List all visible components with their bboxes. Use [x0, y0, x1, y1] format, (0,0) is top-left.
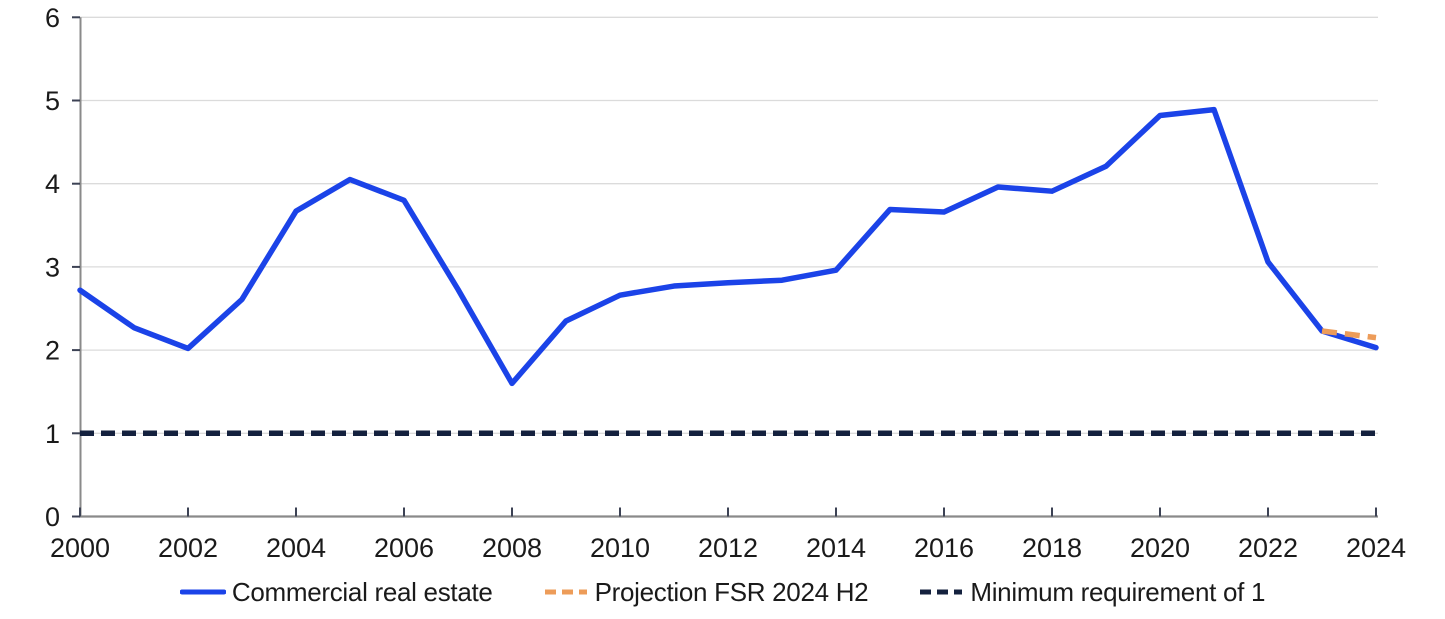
legend-item-minimum-requirement-of-1: Minimum requirement of 1	[918, 577, 1265, 608]
legend-swatch-minimum-requirement-of-1	[920, 589, 963, 595]
x-axis-tick-label: 2006	[374, 533, 434, 563]
x-axis-tick-label: 2014	[806, 533, 866, 563]
commercial-real-estate-line	[77, 106, 1379, 387]
legend-label: Minimum requirement of 1	[970, 576, 1266, 607]
x-axis-tick-label: 2016	[914, 533, 974, 563]
axis-labels: 0 1 2 3 4 5 6 2000 2002 2004 2006 2008 2010 2012 2014 2…	[45, 3, 1406, 563]
x-axis-tick-label: 2012	[698, 533, 758, 563]
projection-fsr-2024-h2-line	[1321, 328, 1377, 341]
y-axis-tick-label: 4	[45, 169, 60, 199]
y-axis-tick-label: 1	[45, 419, 60, 449]
x-axis-tick-label: 2004	[266, 533, 326, 563]
x-axis-tick-label: 2008	[482, 533, 542, 563]
x-axis-tick-label: 2024	[1346, 533, 1406, 563]
x-axis-tick-label: 2022	[1238, 533, 1298, 563]
x-axis-tick-label: 2020	[1130, 533, 1190, 563]
legend-label: Commercial real estate	[231, 576, 493, 607]
x-axis-tick-label: 2010	[590, 533, 650, 563]
y-axis-tick-label: 0	[45, 502, 60, 532]
legend-item-projection-fsr-2024-h2: Projection FSR 2024 H2	[543, 577, 869, 608]
y-axis-tick-label: 5	[45, 86, 60, 116]
gridlines	[80, 16, 1378, 434]
legend-swatch-commercial-real-estate	[179, 589, 226, 595]
x-axis-tick-label: 2000	[50, 533, 110, 563]
tick-marks	[72, 16, 1377, 518]
legend-item-commercial-real-estate: Commercial real estate	[179, 576, 493, 608]
x-axis-tick-label: 2018	[1022, 533, 1082, 563]
legend-label: Projection FSR 2024 H2	[594, 576, 869, 607]
legend-swatch-projection-fsr-2024-h2	[544, 589, 587, 595]
y-axis-tick-label: 2	[45, 336, 60, 366]
y-axis-tick-label: 3	[45, 252, 60, 282]
chart-legend: Commercial real estate Projection FSR 202…	[0, 571, 1445, 613]
x-axis-tick-label: 2002	[158, 533, 218, 563]
y-axis-tick-label: 6	[45, 3, 60, 33]
